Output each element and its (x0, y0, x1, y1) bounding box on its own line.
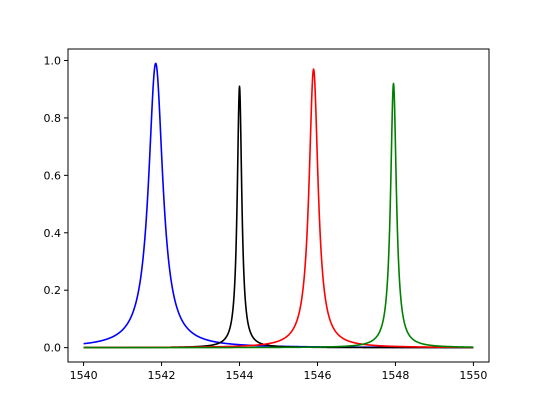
y-tick-label: 0.0 (44, 342, 62, 355)
x-tick-label: 1544 (226, 369, 254, 382)
x-tick-label: 1548 (381, 369, 409, 382)
y-tick-label: 0.2 (44, 284, 62, 297)
y-axis: 0.0 0.2 0.4 0.6 0.8 1.0 (44, 54, 68, 355)
series-line-1 (83, 62, 474, 349)
x-axis: 1540 1542 1544 1546 1548 1550 (70, 362, 487, 382)
series-line-2 (83, 85, 474, 349)
y-tick-label: 1.0 (44, 54, 62, 67)
y-tick-label: 0.6 (44, 169, 62, 182)
x-tick-label: 1546 (303, 369, 331, 382)
x-tick-label: 1542 (148, 369, 176, 382)
plot-area-frame (67, 48, 490, 363)
x-tick-label: 1540 (70, 369, 98, 382)
series-line-3 (83, 68, 474, 349)
y-tick-label: 0.8 (44, 112, 62, 125)
series-line-4 (83, 82, 474, 349)
series-layer (83, 62, 474, 349)
y-tick-label: 0.4 (44, 227, 62, 240)
x-tick-label: 1550 (459, 369, 487, 382)
